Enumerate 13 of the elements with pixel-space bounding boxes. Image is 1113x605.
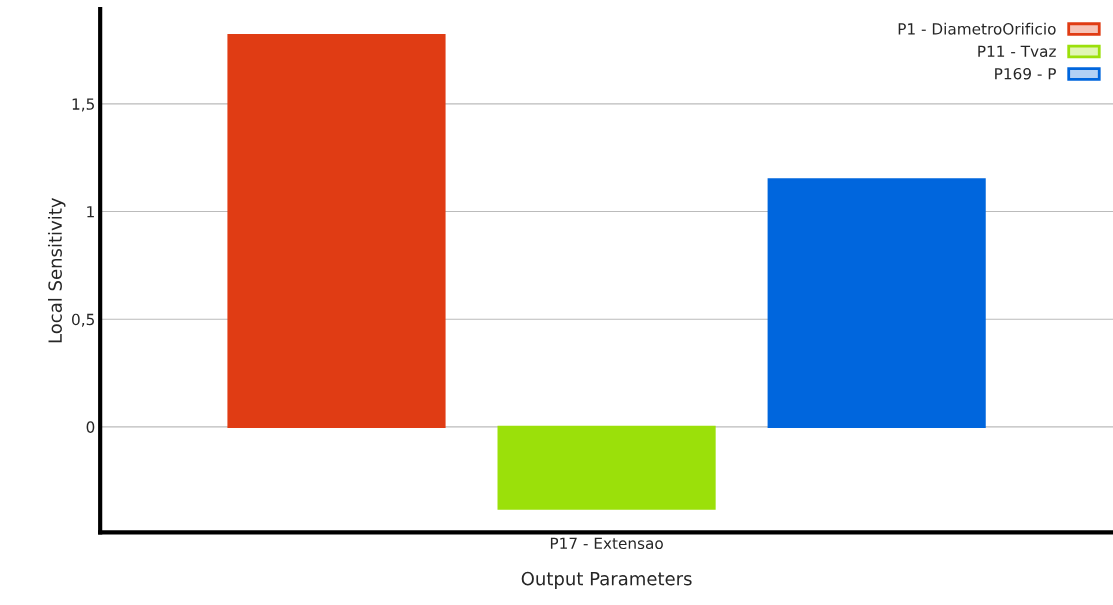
legend-label: P169 - P [995,67,1056,80]
y-tick-label: 1 [87,206,94,218]
y-axis-title: Local Sensitivity [47,198,66,343]
y-tick-label: 0,5 [72,313,94,327]
bar [767,178,986,428]
y-tick-label: 0 [86,421,95,433]
x-tick-label: P17 - Extensao [550,537,663,550]
bar [497,425,716,510]
bar [227,33,446,428]
x-axis-title: Output Parameters [521,571,692,589]
y-tick-label: 1,5 [72,98,94,112]
legend-label: P11 - Tvaz [978,45,1056,58]
legend-label: P1 - DiametroOrificio [898,22,1056,35]
